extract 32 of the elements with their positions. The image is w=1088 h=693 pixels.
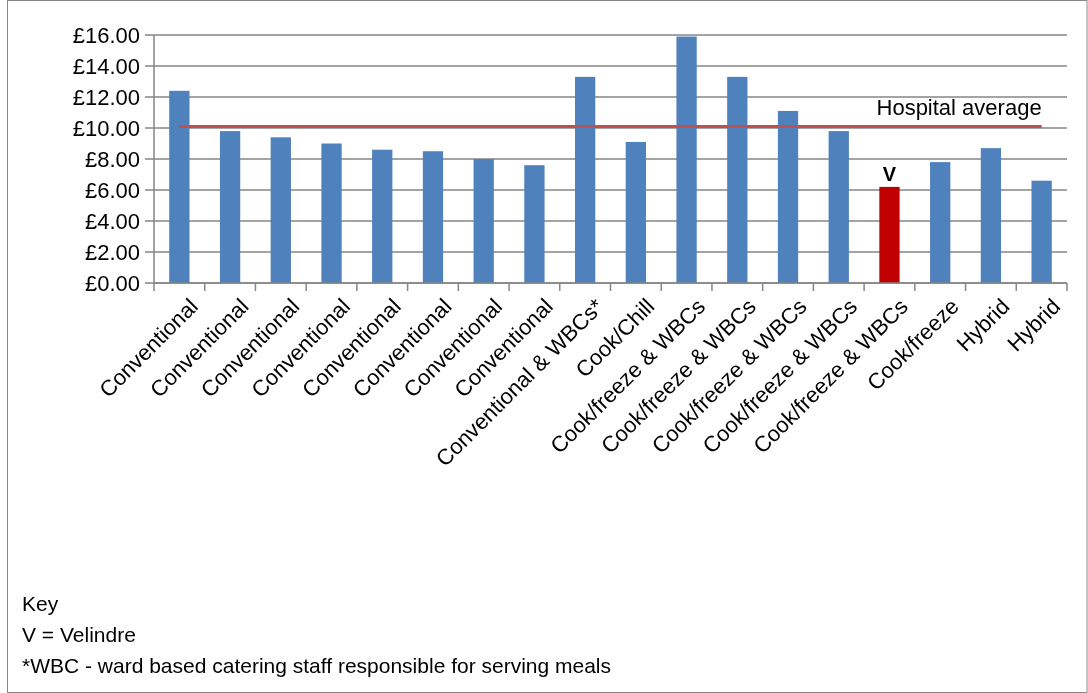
bar xyxy=(828,131,849,283)
bar xyxy=(980,148,1002,283)
bar xyxy=(524,165,545,283)
y-tick-label: £8.00 xyxy=(84,146,140,172)
bar xyxy=(625,141,647,283)
bar xyxy=(422,151,444,283)
text: V = Velindre xyxy=(22,623,136,646)
y-tick-label: £10.00 xyxy=(72,115,140,141)
bar xyxy=(270,137,291,283)
bar xyxy=(777,110,799,283)
text: *WBC - ward based catering staff responsible for serving meals xyxy=(22,654,612,677)
bar xyxy=(930,162,951,283)
bar xyxy=(1031,180,1052,283)
bar xyxy=(879,186,900,283)
y-tick-label: £12.00 xyxy=(72,84,140,110)
bar xyxy=(676,36,697,283)
y-tick-label: £4.00 xyxy=(84,208,140,234)
y-tick-label: £6.00 xyxy=(84,177,140,203)
y-tick-label: £14.00 xyxy=(72,53,140,79)
y-tick-label: £2.00 xyxy=(84,239,140,265)
y-tick-label: £16.00 xyxy=(72,22,140,48)
bar xyxy=(219,131,241,283)
bar xyxy=(574,76,596,283)
ref-line-label: Hospital average xyxy=(876,95,1042,121)
bar xyxy=(473,159,494,283)
bar xyxy=(727,76,748,283)
y-tick-label: £0.00 xyxy=(84,270,140,296)
text: Key xyxy=(22,592,59,615)
bar xyxy=(169,90,190,283)
bar xyxy=(321,143,342,283)
bar xyxy=(372,149,393,283)
data-label: V xyxy=(882,162,897,185)
